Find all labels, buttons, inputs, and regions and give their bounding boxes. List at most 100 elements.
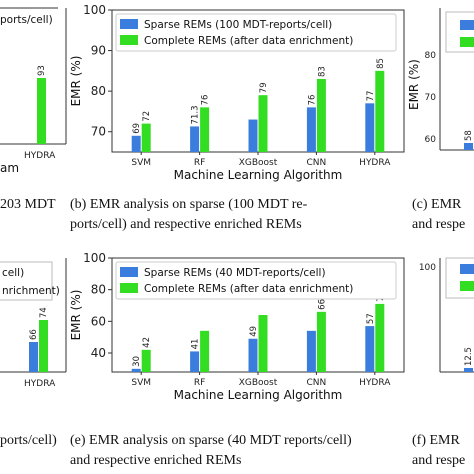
y-tick-label: 40 (91, 346, 106, 360)
bar-complete (141, 349, 151, 372)
legend-entry: Sparse REMs (40 MDT-reports/cell) (144, 267, 326, 279)
caption-c-line2: and respe (412, 217, 465, 232)
caption-f-line2: and respe (412, 453, 465, 468)
bar-complete (141, 123, 151, 152)
y-axis-title: EMR (%) (407, 59, 421, 110)
x-tick-label: XGBoost (239, 378, 278, 388)
x-tick-label: RF (194, 158, 205, 168)
legend-entry: Sparse REMs (100 MDT-reports/cell) (144, 19, 332, 31)
x-tick-label: RF (194, 378, 205, 388)
x-tick-label: SVM (131, 378, 151, 388)
bar-sparse (131, 135, 141, 152)
legend-box (115, 261, 397, 300)
y-tick-label: 90 (91, 44, 106, 58)
data-label: 49 (249, 326, 259, 337)
tick-label-hydra: HYDRA (24, 379, 56, 389)
data-label: 74 (39, 307, 49, 318)
bar-complete (200, 107, 210, 152)
legend-swatch-complete (120, 35, 138, 45)
data-label: 66 (317, 299, 327, 310)
legend-swatch-complete (460, 37, 474, 47)
data-label: 72 (142, 111, 152, 122)
data-label: 41 (191, 339, 201, 350)
y-tick-label: 60 (91, 314, 106, 328)
tick-label-hydra: HYDRA (24, 151, 56, 161)
left-top-partial-panel: ports/cell) 93 HYDRA am (0, 7, 67, 175)
caption-b-line2: ports/cell) and respective enriched REMs (70, 217, 302, 232)
left-bottom-partial-panel: cell) nrichment) 66 74 HYDRA (0, 258, 67, 389)
bar-complete (258, 315, 268, 372)
y-axis-title: EMR (%) (69, 56, 83, 107)
bar-sparse (306, 107, 316, 152)
caption-b-line1: (b) EMR analysis on sparse (100 MDT re- (70, 197, 308, 212)
bar-complete (316, 311, 326, 372)
x-tick-label: CNN (307, 158, 327, 168)
data-label: 79 (259, 82, 269, 93)
right-bottom-partial-panel: 100 12.5 (419, 257, 474, 373)
legend-entry: Complete REMs (after data enrichment) (144, 283, 353, 295)
bar-sparse (365, 326, 375, 372)
data-label: 30 (132, 356, 142, 367)
y-tick-label: 70 (91, 125, 106, 139)
caption-e-line2: and respective enriched REMs (70, 453, 241, 468)
legend-entry: Complete REMs (after data enrichment) (144, 35, 353, 47)
legend-swatch-sparse (460, 264, 474, 274)
bar-sparse (464, 368, 473, 372)
bar-complete (258, 95, 268, 152)
x-axis-title: Machine Learning Algorithm (174, 388, 343, 402)
caption-f-line1: (f) EMR (412, 433, 460, 448)
data-label: 12.5 (464, 347, 474, 366)
legend-swatch-sparse (460, 20, 474, 30)
bar-complete (375, 70, 385, 152)
legend-swatch-complete (120, 283, 138, 293)
caption-e-line1: (e) EMR analysis on sparse (40 MDT repor… (70, 433, 352, 448)
captions: 203 MDT (b) EMR analysis on sparse (100 … (0, 197, 465, 468)
y-tick-label: 70 (425, 93, 437, 103)
caption-c-line1: (c) EMR (412, 197, 462, 212)
data-label: 69 (132, 123, 142, 134)
bar-hydra-complete (37, 78, 46, 144)
x-tick-label: CNN (307, 378, 327, 388)
x-tick-label: XGBoost (239, 158, 278, 168)
caption-d-fragment: ports/cell) (0, 433, 57, 448)
bar-sparse (464, 143, 473, 150)
bar-complete (375, 303, 385, 372)
bar-sparse (131, 368, 141, 372)
bar-complete (200, 330, 210, 372)
x-tick-label: HYDRA (359, 158, 391, 168)
bar-hydra-sparse (29, 342, 38, 372)
y-tick-label: 100 (419, 263, 436, 273)
legend-box (0, 261, 53, 301)
legend-fragment-1: cell) (2, 267, 24, 279)
data-label: 71.3 (191, 106, 201, 125)
y-tick-label: 80 (425, 51, 437, 61)
right-top-partial-panel: EMR (%) 80 70 60 58 (407, 8, 474, 151)
data-label: 85 (376, 58, 386, 69)
data-label: 76 (307, 95, 317, 106)
y-tick-label: 80 (91, 283, 106, 297)
bar-sparse (365, 103, 375, 152)
data-label: 42 (142, 337, 152, 348)
x-axis-title: Machine Learning Algorithm (174, 168, 343, 182)
legend-swatch-sparse (120, 19, 138, 29)
data-label: 58 (464, 130, 474, 141)
data-label: 57 (366, 313, 376, 324)
y-tick-label: 60 (425, 135, 437, 145)
data-label: 77 (366, 90, 376, 101)
data-label: 93 (37, 65, 47, 76)
x-tick-label: SVM (131, 158, 151, 168)
data-label: 83 (317, 66, 327, 77)
caption-a-fragment: 203 MDT (0, 197, 56, 212)
y-tick-label: 100 (83, 3, 106, 17)
axis-title-fragment: am (0, 161, 19, 175)
bar-complete (316, 78, 326, 152)
bar-hydra-complete (39, 320, 48, 372)
bar-sparse (190, 126, 200, 152)
bar-sparse (306, 330, 316, 372)
bar-sparse (248, 338, 258, 372)
legend-swatch-sparse (120, 267, 138, 277)
legend-fragment: ports/cell) (0, 14, 53, 26)
